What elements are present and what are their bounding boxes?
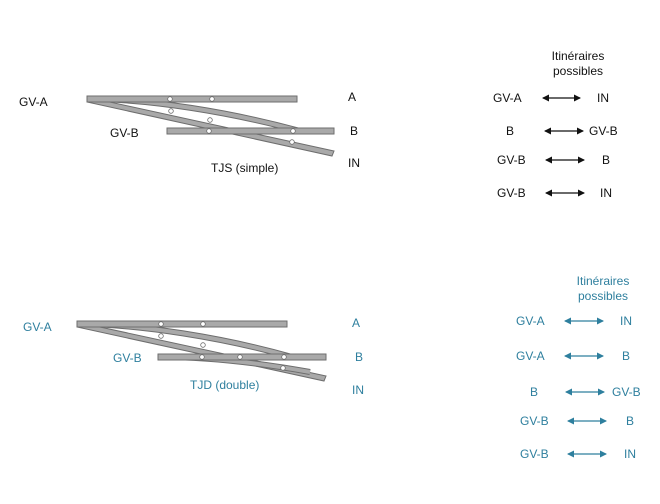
tjd-route-to: B bbox=[626, 414, 635, 428]
tjs-route-to: IN bbox=[597, 91, 609, 105]
tjd-route-from: GV-A bbox=[516, 349, 545, 363]
tjs-label-b: B bbox=[350, 124, 359, 138]
tjd-joints bbox=[158, 321, 287, 371]
tjs-route-to: IN bbox=[600, 186, 612, 200]
tjd-route-from: GV-A bbox=[516, 314, 545, 328]
tjd-route-to: IN bbox=[620, 314, 632, 328]
tjd-route-to: B bbox=[622, 349, 631, 363]
tjd-route-from: GV-B bbox=[520, 414, 549, 428]
tjs-route-from: GV-B bbox=[497, 186, 526, 200]
tjd-track bbox=[76, 320, 327, 382]
tjd-route-from: B bbox=[530, 385, 539, 399]
tjd-label-a: A bbox=[352, 316, 361, 330]
tjs-label-in: IN bbox=[348, 156, 360, 170]
tjd-route-to: IN bbox=[624, 447, 636, 461]
tjd-label-b: B bbox=[355, 350, 364, 364]
tjd-routes-title-line1: Itinéraires bbox=[576, 274, 630, 288]
tjs-routes-title-line1: Itinéraires bbox=[551, 49, 605, 63]
tjs-route-arrows bbox=[542, 94, 585, 197]
tjs-route-from: B bbox=[506, 124, 515, 138]
tjs-name: TJS (simple) bbox=[211, 161, 279, 175]
tjs-label-a: A bbox=[348, 90, 357, 104]
tjs-rail-a bbox=[86, 95, 298, 103]
tjs-route-from: GV-A bbox=[493, 91, 522, 105]
tjs-routes-title: Itinéraires possibles bbox=[538, 49, 618, 79]
tjs-routes-title-line2: possibles bbox=[552, 64, 604, 78]
tjd-routes-title-line2: possibles bbox=[577, 289, 629, 303]
tjs-label-gvb: GV-B bbox=[110, 126, 139, 140]
tjs-joints bbox=[167, 96, 296, 145]
tjd-route-arrows bbox=[564, 317, 607, 458]
tjd-label-in: IN bbox=[352, 383, 364, 397]
tjs-label-gva: GV-A bbox=[19, 95, 48, 109]
tjd-route-from: GV-B bbox=[520, 447, 549, 461]
tjs-track bbox=[86, 95, 335, 157]
tjd-name: TJD (double) bbox=[190, 378, 260, 392]
tjd-label-gva: GV-A bbox=[23, 320, 52, 334]
tjs-route-to: B bbox=[602, 153, 611, 167]
tjd-routes-title: Itinéraires possibles bbox=[563, 274, 643, 304]
tjs-route-from: GV-B bbox=[497, 153, 526, 167]
tjs-rail-b bbox=[166, 127, 335, 135]
tjd-rail-a bbox=[76, 320, 288, 328]
tjd-label-gvb: GV-B bbox=[113, 351, 142, 365]
tjd-route-to: GV-B bbox=[612, 385, 641, 399]
tjs-route-to: GV-B bbox=[589, 124, 618, 138]
